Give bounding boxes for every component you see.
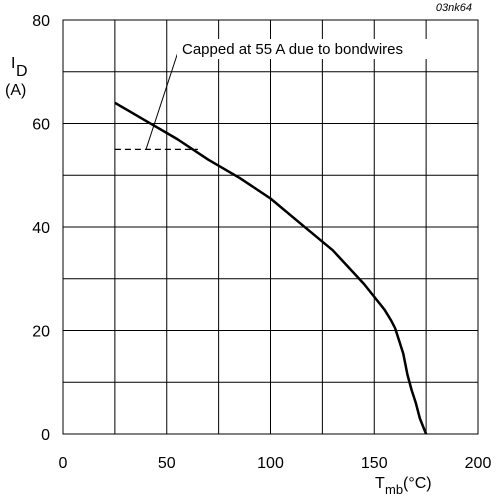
y-axis-symbol: I [11,55,15,72]
y-tick-label: 40 [32,220,50,237]
x-axis-label: T mb (°C) [375,475,432,497]
x-tick-label: 0 [59,455,68,472]
x-tick-label: 50 [158,455,176,472]
y-tick-label: 60 [32,117,50,134]
grid-lines [63,20,478,434]
drain-current-curve [114,101,428,435]
y-tick-label: 0 [41,427,50,444]
x-tick-label: 100 [257,455,284,472]
x-axis-subscript: mb [385,482,403,497]
series-group [114,101,428,435]
annotation-group: Capped at 55 A due to bondwires [145,39,469,150]
tick-labels: 0 50 100 150 200 0 20 40 60 80 [32,13,491,472]
x-tick-label: 150 [361,455,388,472]
x-axis-unit: (°C) [403,475,432,492]
y-axis-label: I D (A) [5,55,28,99]
y-tick-label: 20 [32,324,50,341]
annotation-pointer-line [145,51,179,150]
y-axis-unit: (A) [5,82,26,99]
figure-id: 03nk64 [436,2,472,14]
annotation-text: Capped at 55 A due to bondwires [182,41,403,58]
plot-area-frame [62,19,479,435]
x-axis-symbol: T [375,475,385,492]
y-axis-subscript: D [16,63,28,80]
annotation-background [177,39,469,59]
x-tick-label: 200 [465,455,492,472]
y-tick-label: 80 [32,13,50,30]
